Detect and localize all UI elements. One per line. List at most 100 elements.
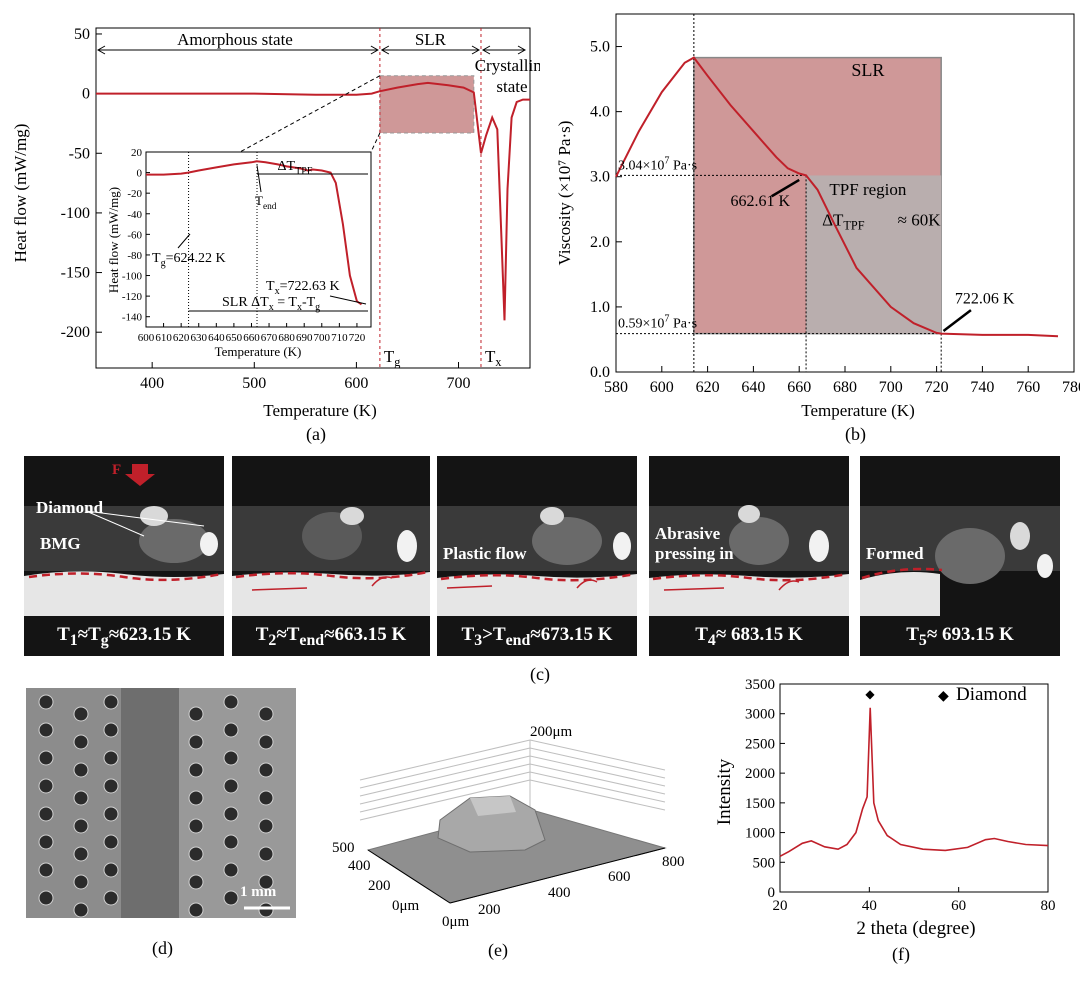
x-tick-label: 780 [1062, 379, 1080, 396]
x-tick-label: 580 [604, 379, 628, 396]
y-axis-label: Viscosity (×10⁷ Pa·s) [555, 121, 574, 266]
y-tick-label: 3500 [745, 677, 775, 693]
arrow-head [370, 45, 379, 55]
dtpf-label: ΔTTPF [278, 159, 313, 177]
diamond-particle [258, 874, 274, 890]
arrow-head [481, 45, 491, 55]
arrow-662 [771, 178, 800, 198]
diamond-particle [103, 750, 119, 766]
inset-x-label: Temperature (K) [215, 344, 302, 359]
tx-value-label: Tx=722.63 K [266, 279, 340, 297]
arrow-head [517, 45, 527, 55]
inset-frame [145, 151, 372, 328]
inset-x-tick-label: 610 [155, 332, 172, 344]
y-tick-label: -200 [61, 324, 90, 341]
inset-x-tick-label: 650 [226, 332, 243, 344]
region-amorphous: Amorphous state [177, 30, 293, 49]
diamond-particle [258, 790, 274, 806]
diamond-particle [223, 806, 239, 822]
arrow-head [380, 45, 390, 55]
x-tick-label: 740 [970, 379, 994, 396]
x-tick-label: 660 [787, 379, 811, 396]
abrasive-label: Abrasive pressing in [655, 524, 734, 563]
visc-3-label: 3.04×107 Pa·s [618, 155, 697, 173]
frame-5-label: T5≈ 693.15 K [906, 624, 1014, 649]
tpf-region [806, 175, 942, 334]
diamond-particle [223, 722, 239, 738]
x-tick-label: 640 [741, 379, 765, 396]
x-axis-label: 2 theta (degree) [856, 918, 975, 939]
y-tick-label: 2.0 [590, 234, 610, 251]
slr-label: SLR [851, 60, 884, 80]
xrd-chart: 20 40 60 80 0 500 1000 1500 2000 2500 3000 3500 Int… [714, 677, 1056, 939]
inset-y-label: Heat flow (mW/mg) [106, 187, 121, 293]
tx-label: Tx [485, 347, 502, 369]
visc-059-label: 0.59×107 Pa·s [618, 314, 697, 332]
diamond-particle [223, 694, 239, 710]
frame-2-image [232, 456, 430, 656]
diamond-particle [103, 806, 119, 822]
x-axis-label: Temperature (K) [263, 401, 377, 420]
frame-1-label: T1≈Tg≈623.15 K [57, 624, 191, 649]
bmg-label: BMG [40, 534, 81, 553]
dsc-chart: 400 500 600 700500-50-100-150-200Amorphous … [11, 26, 540, 420]
inset-x-tick-label: 640 [208, 332, 225, 344]
y-tick-500: 500 [332, 840, 355, 856]
x-tick-label: 760 [1016, 379, 1040, 396]
x-tick-label: 600 [650, 379, 674, 396]
arrow-722 [942, 309, 972, 332]
force-label: F [112, 462, 122, 478]
diamond-particle [223, 778, 239, 794]
diamond-particle [103, 890, 119, 906]
frame-1-image [24, 456, 224, 656]
diamond-particle [73, 846, 89, 862]
arrow-head [471, 45, 480, 55]
inset-y-tick-label: -100 [122, 271, 143, 283]
plot-frame [779, 683, 1049, 893]
diamond-particle [258, 762, 274, 778]
diamond-particle [73, 874, 89, 890]
inset-y-tick-label: -60 [127, 229, 142, 241]
diamond-particle [38, 778, 54, 794]
peak-marker: ◆ [865, 687, 875, 701]
x-tick-label: 80 [1041, 898, 1056, 914]
x-tick-label: 720 [925, 379, 949, 396]
y-tick-label: 0.0 [590, 364, 610, 381]
y-axis-label: Intensity [714, 758, 735, 825]
y-tick-0: 0μm [392, 898, 420, 914]
inset-y-tick-label: -20 [127, 188, 142, 200]
tx-arrow [329, 295, 367, 305]
y-tick-label: -100 [61, 205, 90, 222]
diamond-particle [38, 890, 54, 906]
diamond-particle [73, 706, 89, 722]
diamond-particle [188, 734, 204, 750]
x-tick-800: 800 [662, 854, 685, 870]
x-tick-label: 20 [773, 898, 788, 914]
inset-x-tick-label: 620 [173, 332, 190, 344]
caption-e: (e) [488, 940, 508, 960]
inset-x-tick-label: 670 [261, 332, 278, 344]
inset-x-tick-label: 690 [296, 332, 313, 344]
caption-f: (f) [892, 944, 910, 964]
legend-marker: ◆ [938, 689, 949, 704]
y-axis-label: Heat flow (mW/mg) [11, 124, 30, 263]
diamond-particle [223, 890, 239, 906]
scale-bar-label: 1 mm [240, 884, 277, 900]
inset-x-tick-label: 720 [349, 332, 366, 344]
tg-arrow [177, 233, 191, 249]
x-tick-label: 620 [696, 379, 720, 396]
inset-y-tick-label: -80 [127, 250, 142, 262]
x-tick-label: 40 [862, 898, 877, 914]
inset-x-tick-label: 700 [314, 332, 331, 344]
diamond-particle [103, 862, 119, 878]
y-tick-label: 1000 [745, 826, 775, 842]
formed-label: Formed [866, 544, 924, 563]
surface-3d-plot: 200μm 500 400 200 0μm 0μm 200 400 600 80… [332, 724, 685, 930]
region-state: state [496, 77, 527, 96]
y-tick-label: -50 [69, 145, 90, 162]
y-tick-label: 4.0 [590, 104, 610, 121]
zoom-line [239, 75, 381, 153]
diamond-particle [188, 874, 204, 890]
diamond-particle [73, 902, 89, 918]
legend-label: Diamond [956, 684, 1027, 705]
